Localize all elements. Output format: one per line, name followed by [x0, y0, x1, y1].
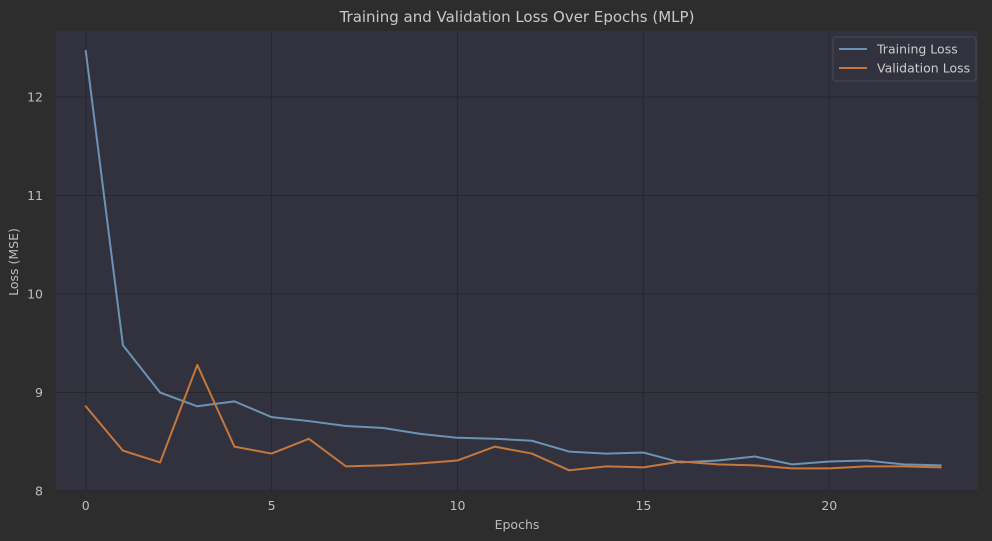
y-tick-label: 11: [27, 188, 43, 203]
legend-entry-label: Training Loss: [876, 42, 958, 57]
x-tick-label: 20: [821, 498, 837, 513]
series-layer: [84, 49, 942, 472]
ticks: 0 5 10 15 20 8 9 10 11 12: [27, 89, 837, 513]
y-axis-label: Loss (MSE): [6, 228, 21, 296]
legend-entry-label: Validation Loss: [877, 61, 970, 76]
y-tick-label: 8: [35, 484, 43, 499]
y-tick-label: 10: [27, 286, 43, 301]
y-tick-label: 9: [35, 385, 43, 400]
training-loss-line: [84, 49, 942, 467]
legend-box: [832, 36, 977, 82]
x-tick-label: 15: [635, 498, 651, 513]
validation-loss-line: [84, 363, 942, 472]
x-tick-label: 0: [82, 498, 90, 513]
legend: Training Loss Validation Loss: [832, 36, 977, 82]
y-tick-label: 12: [27, 89, 43, 104]
grid: [56, 31, 978, 492]
x-axis-label: Epochs: [495, 517, 540, 532]
x-tick-label: 5: [268, 498, 276, 513]
x-tick-label: 10: [450, 498, 466, 513]
chart-title: Training and Validation Loss Over Epochs…: [339, 8, 695, 26]
plot-area: [56, 31, 978, 491]
